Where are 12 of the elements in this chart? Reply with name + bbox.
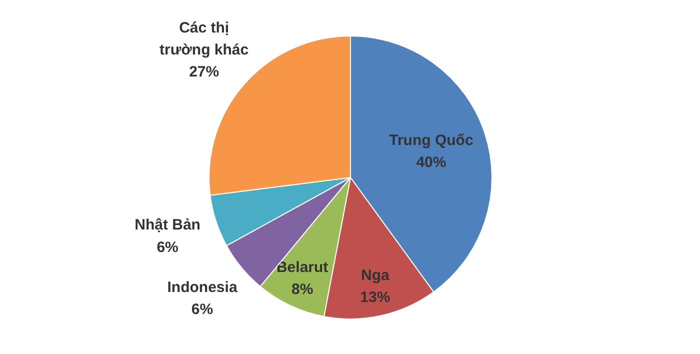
data-label: 27% [189,64,220,81]
data-label: 13% [360,289,390,306]
slice-label: Nhật Bản [134,216,200,234]
slice-label: Indonesia [167,278,238,296]
data-label: 6% [156,238,178,256]
slice-label: Belarut [276,259,328,276]
slice-label: Nga [361,266,390,284]
slice-label: Các thị trường khác [160,19,249,59]
data-label: 6% [191,301,214,318]
slice-label: Trung Quốc [389,132,474,150]
data-label: 8% [291,281,314,298]
data-label: 40% [416,154,446,172]
